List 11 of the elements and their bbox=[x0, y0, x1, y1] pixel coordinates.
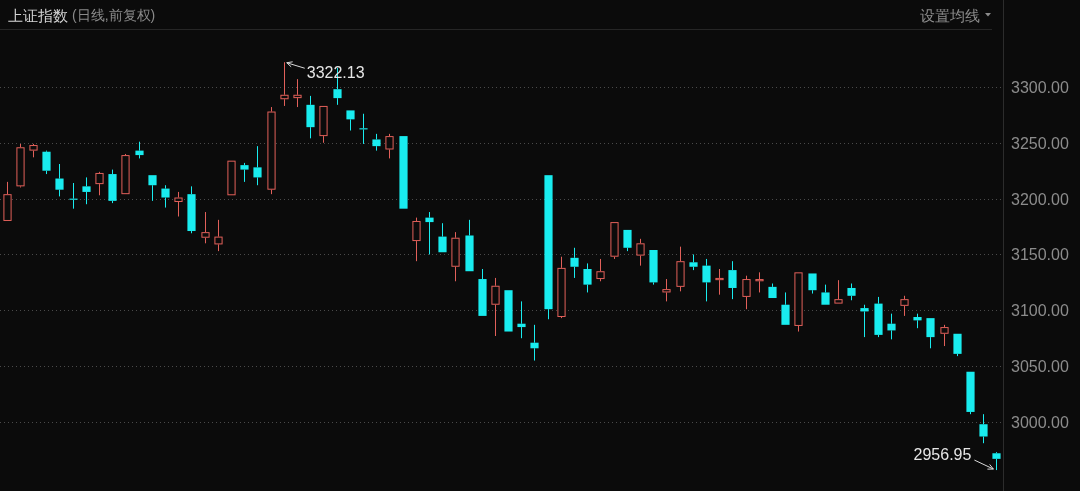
text: 设置均线 bbox=[920, 6, 980, 24]
chart-title: 上证指数 bbox=[8, 6, 68, 24]
chart-subtitle: (日线,前复权) bbox=[72, 7, 156, 23]
y-tick-label: 3300.00 bbox=[1011, 79, 1069, 96]
y-tick-label: 3200.00 bbox=[1011, 191, 1069, 208]
y-tick-label: 3150.00 bbox=[1011, 246, 1069, 263]
y-tick-label: 3100.00 bbox=[1011, 302, 1069, 319]
y-tick-label: 3050.00 bbox=[1011, 358, 1069, 375]
y-tick-label: 3250.00 bbox=[1011, 135, 1069, 152]
y-tick-label: 3000.00 bbox=[1011, 414, 1069, 431]
annotation: 2956.95 bbox=[913, 446, 972, 464]
